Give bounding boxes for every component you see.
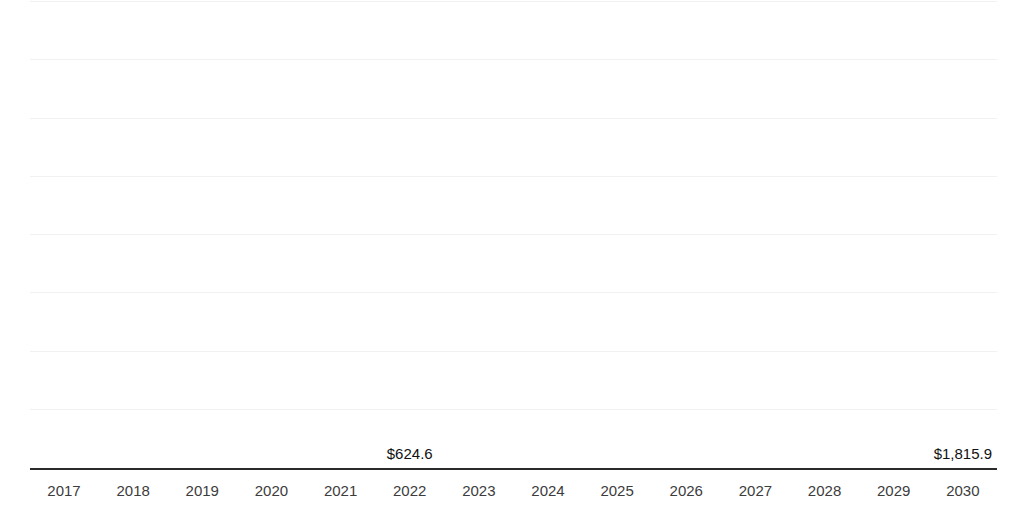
x-tick-2021: 2021 — [320, 482, 362, 499]
gridline-1250 — [30, 176, 997, 177]
gridline-1750 — [30, 59, 997, 60]
data-label-2022: $624.6 — [387, 446, 433, 461]
x-tick-2024: 2024 — [527, 482, 569, 499]
x-tick-2030: 2030 — [942, 482, 984, 499]
x-tick-2018: 2018 — [112, 482, 154, 499]
x-tick-2028: 2028 — [804, 482, 846, 499]
data-label-2030: $1,815.9 — [934, 446, 992, 461]
gridline-500 — [30, 351, 997, 352]
bar-chart: $624.6$1,815.9 2017201820192020202120222… — [0, 0, 1024, 512]
gridline-1500 — [30, 118, 997, 119]
x-tick-2029: 2029 — [873, 482, 915, 499]
x-tick-2023: 2023 — [458, 482, 500, 499]
x-tick-2027: 2027 — [734, 482, 776, 499]
x-tick-2025: 2025 — [596, 482, 638, 499]
x-tick-2017: 2017 — [43, 482, 85, 499]
x-tick-2026: 2026 — [665, 482, 707, 499]
x-tick-2022: 2022 — [389, 482, 431, 499]
gridline-1000 — [30, 234, 997, 235]
gridline-250 — [30, 409, 997, 410]
x-tick-2020: 2020 — [250, 482, 292, 499]
x-axis: 2017 2018 2019 2020 2021 2022 2023 2024 2025 2026… — [30, 482, 997, 499]
bars-container: $624.6 $1,815.9 — [30, 2, 997, 468]
gridline-2000 — [30, 1, 997, 2]
plot-area: $624.6 $1,815.9 — [30, 2, 997, 470]
x-tick-2019: 2019 — [181, 482, 223, 499]
gridline-750 — [30, 292, 997, 293]
